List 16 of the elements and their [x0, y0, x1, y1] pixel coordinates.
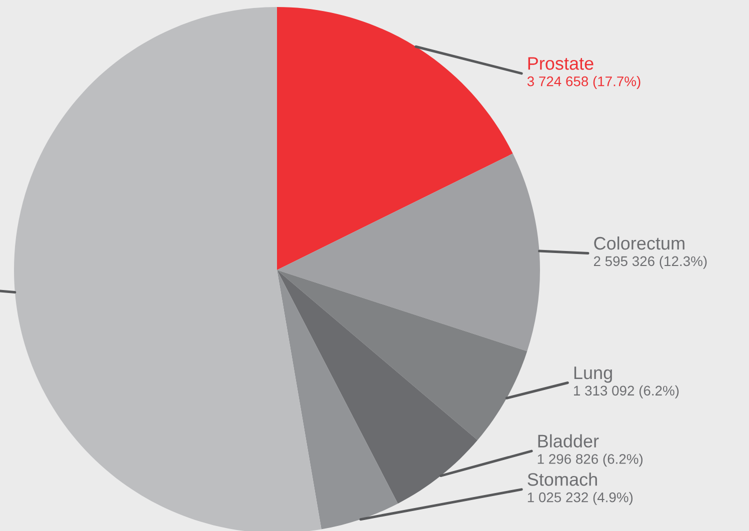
data-label: 3 724 658 (17.7%)	[527, 76, 640, 89]
pie-slice	[14, 7, 322, 531]
data-label: 1 296 826 (6.2%)	[538, 454, 643, 467]
pie-slice	[277, 154, 540, 352]
pie-slice	[277, 7, 513, 270]
data-label: 1 313 092 (6.2%)	[574, 385, 679, 398]
pie-slice	[277, 270, 398, 530]
slice-label: Bladder	[538, 434, 599, 448]
slice-label: Stomach	[528, 472, 597, 486]
slice-label: Lung	[574, 366, 612, 383]
slice-label: Prostate	[528, 57, 594, 70]
data-label: 2 595 326 (12.3%)	[594, 256, 707, 269]
data-label: 1 025 232 (4.9%)	[528, 492, 633, 505]
pie-slice	[277, 270, 528, 440]
pie-slice	[277, 270, 478, 504]
slice-label: Colorectum	[594, 236, 684, 250]
